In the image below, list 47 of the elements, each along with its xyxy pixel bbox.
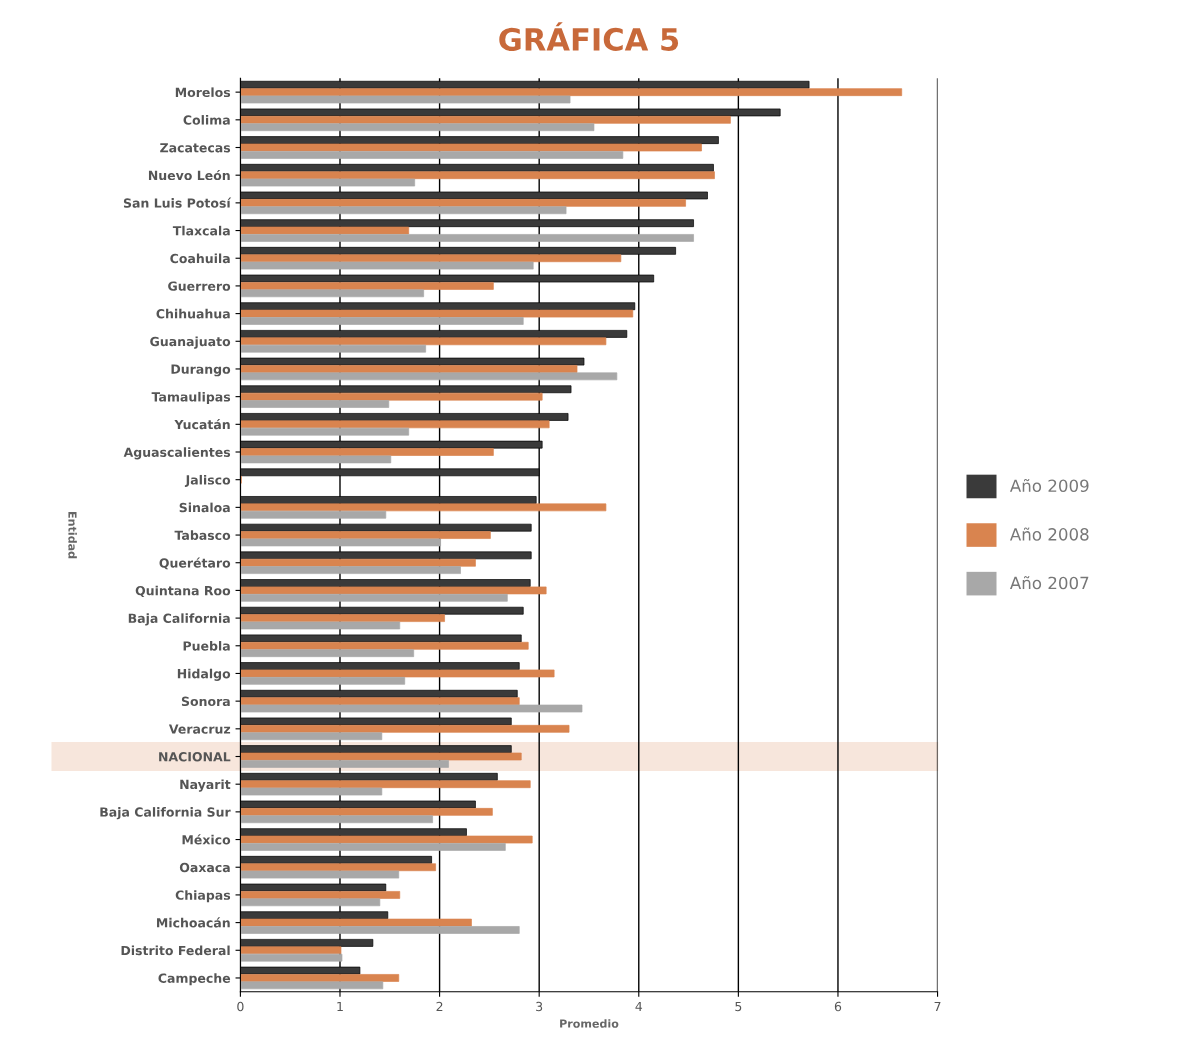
- legend-label: Año 2007: [1009, 576, 1089, 590]
- x-tick-label: 5: [735, 1001, 742, 1012]
- y-tick-label: Tabasco: [174, 530, 231, 540]
- y-tick-label: Michoacán: [157, 917, 230, 928]
- y-tick-label: Veracruz: [168, 724, 231, 734]
- y-tick-label: Quintana Roo: [135, 585, 231, 597]
- y-tick-label: Chiapas: [175, 890, 231, 903]
- y-tick-label: Coahuila: [170, 253, 230, 264]
- legend-label: Año 2008: [1009, 527, 1089, 541]
- y-tick-label: Nuevo León: [148, 169, 230, 181]
- y-tick-label: NACIONAL: [159, 751, 231, 762]
- y-tick-label: San Luis Potosí: [123, 197, 232, 208]
- y-tick-label: Baja California Sur: [100, 807, 231, 820]
- y-tick-label: Querétaro: [159, 557, 231, 570]
- chart-title: GRÁFICA 5: [499, 22, 679, 51]
- y-tick-label: Yucatán: [174, 419, 230, 430]
- y-tick-label: Nayarit: [180, 779, 231, 792]
- y-tick-label: Jalisco: [184, 474, 231, 487]
- y-tick-label: Chihuahua: [156, 308, 230, 319]
- x-tick-label: 0: [237, 1001, 244, 1012]
- y-tick-label: Colima: [183, 115, 230, 125]
- y-tick-label: Guanajuato: [150, 336, 231, 349]
- y-tick-label: México: [182, 834, 231, 845]
- x-tick-label: 1: [337, 1001, 343, 1012]
- y-tick-label: Guerrero: [168, 281, 231, 291]
- x-tick-label: 6: [834, 1001, 842, 1012]
- y-tick-label: Tamaulipas: [151, 391, 231, 404]
- x-tick-label: 3: [536, 1001, 543, 1012]
- y-tick-label: Sonora: [181, 696, 230, 707]
- y-tick-label: Durango: [171, 364, 231, 377]
- x-tick-label: 7: [934, 1001, 941, 1012]
- y-tick-label: Aguascalientes: [123, 447, 231, 460]
- y-tick-label: Puebla: [183, 641, 230, 651]
- y-tick-label: Morelos: [175, 87, 231, 98]
- y-tick-label: Sinaloa: [179, 502, 230, 513]
- y-tick-label: Tlaxcala: [172, 225, 230, 236]
- x-axis-title: Promedio: [560, 1019, 619, 1028]
- x-tick-label: 2: [436, 1001, 443, 1012]
- y-tick-label: Hidalgo: [177, 668, 231, 681]
- y-axis-title: Entidad: [68, 512, 77, 559]
- y-tick-label: Zacatecas: [160, 143, 231, 153]
- x-tick-label: 4: [635, 1001, 643, 1012]
- y-tick-label: Oaxaca: [179, 862, 230, 873]
- y-tick-label: Campeche: [158, 973, 231, 986]
- y-tick-label: Baja California: [128, 613, 230, 626]
- legend-label: Año 2009: [1009, 478, 1089, 493]
- y-tick-label: Distrito Federal: [121, 945, 230, 956]
